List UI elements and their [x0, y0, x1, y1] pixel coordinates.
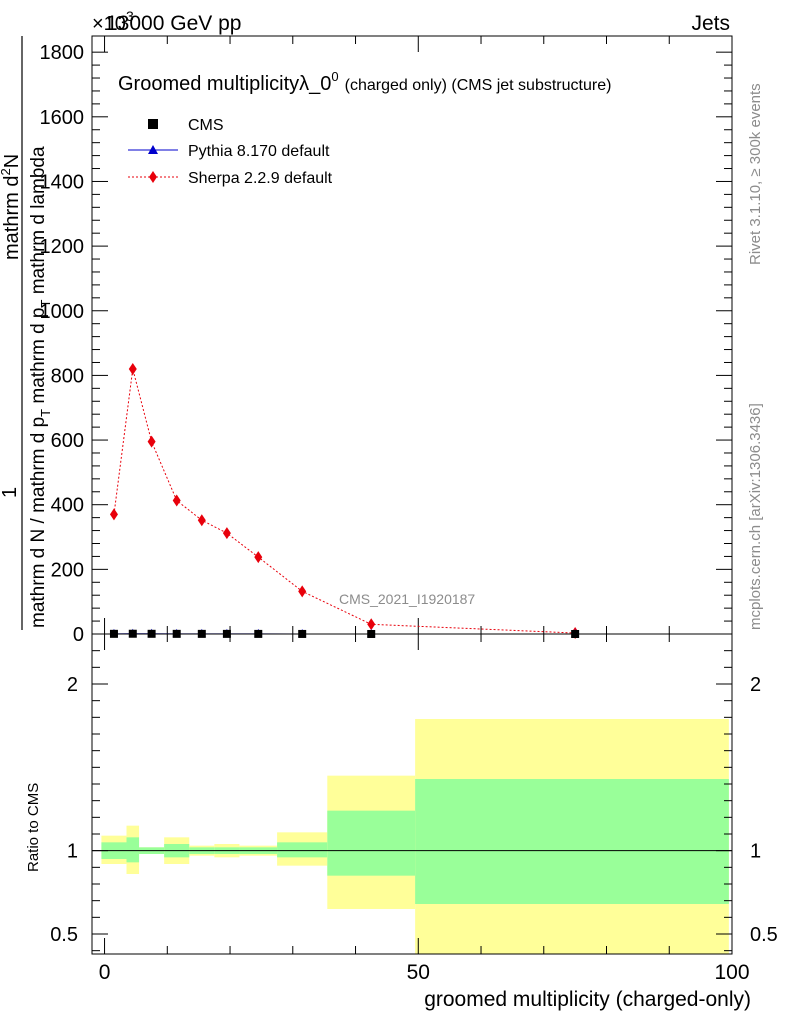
- category-label: Jets: [691, 12, 730, 35]
- main-y-tick-label: 200: [51, 559, 84, 581]
- mcplots-label: mcplots.cern.ch [arXiv:1306.3436]: [747, 403, 764, 630]
- ratio-y-tick-label-right: 1: [750, 841, 761, 863]
- ratio-y-label: Ratio to CMS: [25, 783, 42, 872]
- sherpa-line: [113, 368, 576, 634]
- ratio-panel: 0.5 0.5 1 1 2 2 0 50 100 Ratio to CMS groomed mu…: [25, 633, 778, 1011]
- main-y-tick-label: 1000: [40, 301, 85, 323]
- plot-title: Groomed multiplicityλ_00(charged only) (…: [118, 69, 611, 95]
- ratio-y-tick-label: 1: [67, 841, 78, 863]
- legend-cms-marker: [148, 119, 158, 129]
- ratio-x-tick-label: 0: [99, 961, 111, 984]
- ratio-x-tick-label: 100: [714, 961, 749, 984]
- ratio-frame: [91, 633, 733, 955]
- ratio-y-tick-label: 2: [67, 674, 78, 696]
- ratio-stat-band: [277, 842, 328, 858]
- legend-sherpa-marker: [149, 171, 157, 183]
- legend-cms-label: CMS: [188, 117, 224, 134]
- ratio-y-tick-label-right: 2: [750, 674, 761, 696]
- legend-sherpa-label: Sherpa 2.2.9 default: [188, 170, 333, 187]
- sherpa-point: [254, 551, 263, 564]
- x-axis-label: groomed multiplicity (charged-only): [424, 988, 751, 1011]
- sherpa-point: [367, 618, 376, 631]
- multiplier-label: ×103: [92, 8, 134, 35]
- main-y-label: 1 mathrm d2N mathrm d N / mathrm d pT ma…: [0, 36, 53, 630]
- sherpa-point: [109, 508, 118, 521]
- sherpa-point: [147, 435, 156, 448]
- ratio-stat-band: [126, 837, 140, 863]
- ratio-stat-band: [415, 779, 729, 904]
- ratio-y-tick-label-right: 0.5: [750, 924, 778, 946]
- main-frame: [91, 35, 733, 635]
- y-label-top: mathrm d2N: [0, 154, 23, 260]
- main-y-ticks: 0 200 400 600 800 1000 1200 1400 1600 1800: [40, 36, 733, 646]
- legend-pythia-label: Pythia 8.170 default: [188, 143, 330, 160]
- main-panel: 0 200 400 600 800 1000 1200 1400 1600 1800 CMS_20…: [0, 35, 733, 646]
- main-y-tick-label: 1200: [40, 236, 85, 258]
- sherpa-point: [197, 514, 206, 527]
- sherpa-point: [172, 494, 181, 507]
- main-y-tick-label: 800: [51, 365, 84, 387]
- legend: CMS Pythia 8.170 default Sherpa 2.2.9 de…: [128, 117, 333, 187]
- ratio-stat-band: [327, 810, 416, 876]
- energy-label: 13000 GeV pp: [106, 12, 241, 35]
- main-y-tick-label: 400: [51, 495, 84, 517]
- main-y-tick-label: 600: [51, 430, 84, 452]
- ratio-ticks: 0.5 0.5 1 1 2 2 0 50 100: [50, 634, 778, 984]
- ratio-x-tick-label: 50: [407, 961, 430, 984]
- y-label-numerator: 1: [0, 487, 21, 498]
- main-y-tick-label: 1800: [40, 42, 85, 64]
- ratio-bands: [101, 719, 729, 954]
- sherpa-point: [222, 527, 231, 540]
- rivet-label: Rivet 3.1.10, ≥ 300k events: [747, 83, 764, 265]
- sherpa-point: [128, 362, 137, 375]
- main-y-tick-label: 1400: [40, 171, 85, 193]
- legend-pythia-marker: [148, 145, 158, 154]
- sherpa-point: [298, 585, 307, 598]
- main-y-tick-label: 1600: [40, 107, 85, 129]
- y-label-bottom: mathrm d N / mathrm d pT mathrm d pT mat…: [28, 146, 53, 628]
- ratio-y-tick-label: 0.5: [50, 924, 78, 946]
- watermark: CMS_2021_I1920187: [339, 591, 475, 607]
- main-y-tick-label: 0: [73, 624, 84, 646]
